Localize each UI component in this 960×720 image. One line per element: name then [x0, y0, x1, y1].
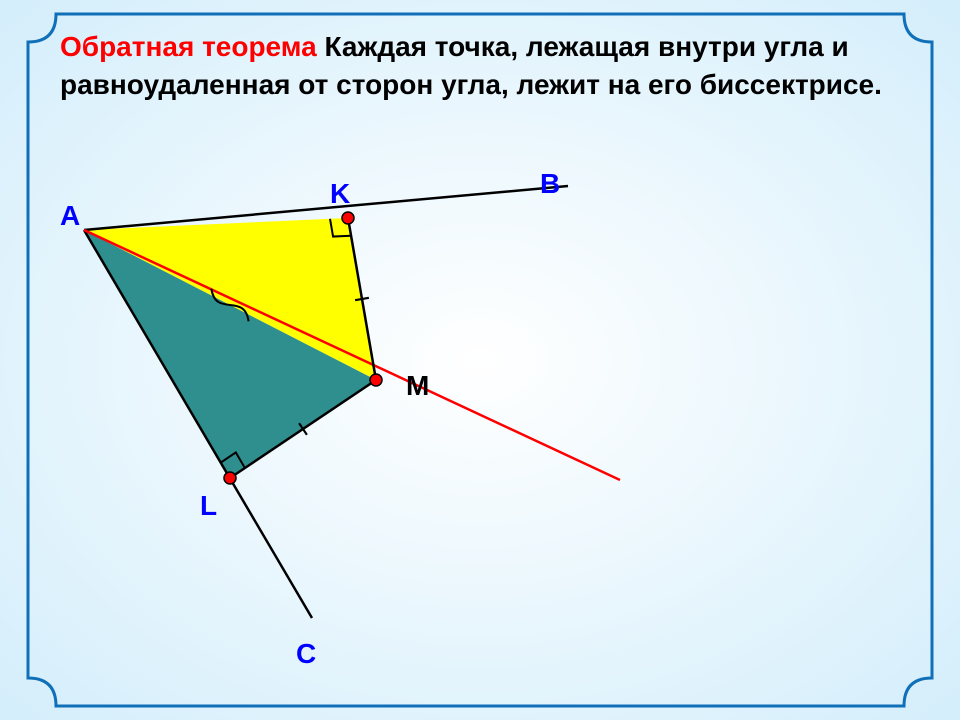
label-b: B — [540, 168, 560, 200]
label-m: M — [406, 370, 429, 402]
slide-background — [0, 0, 960, 720]
point-dot-l — [224, 472, 236, 484]
label-c: C — [296, 638, 316, 670]
geometry-diagram — [0, 0, 960, 720]
point-dot-m — [370, 374, 382, 386]
label-k: K — [330, 178, 350, 210]
point-dot-k — [342, 212, 354, 224]
label-l: L — [200, 490, 217, 522]
theorem-text: Обратная теорема Каждая точка, лежащая в… — [60, 28, 900, 104]
label-a: A — [60, 200, 80, 232]
theorem-title: Обратная теорема — [60, 31, 317, 62]
